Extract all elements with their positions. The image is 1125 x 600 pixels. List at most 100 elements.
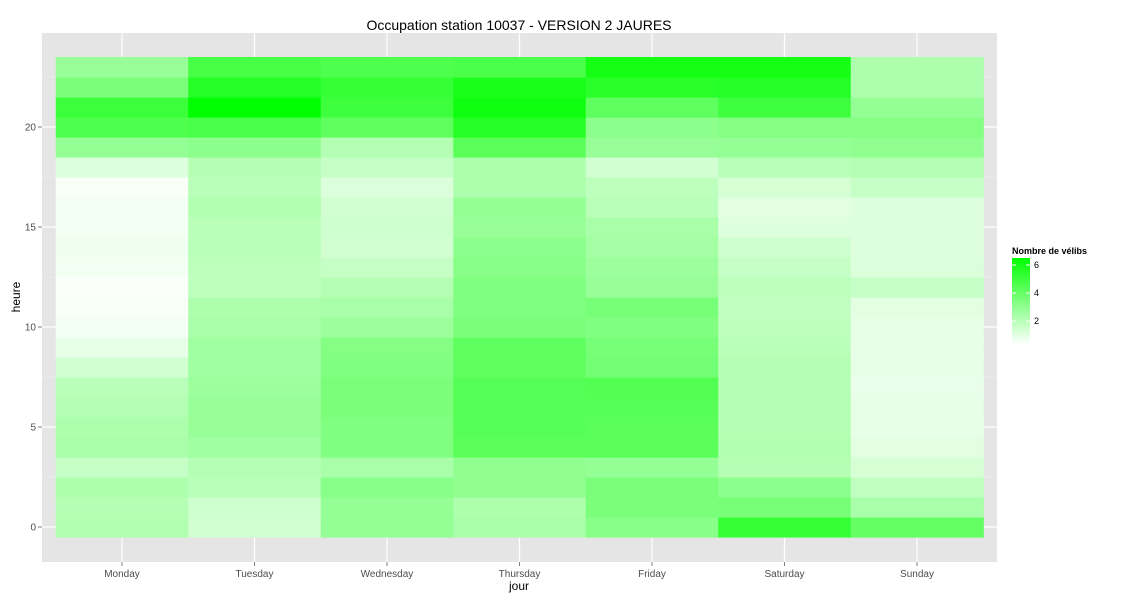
legend-tick-label: 4 <box>1034 288 1039 298</box>
y-axis-ticks: 0 5 10 15 20 <box>25 123 42 534</box>
heatmap-cell <box>850 317 984 338</box>
heatmap-cell <box>850 497 984 518</box>
heatmap-cell <box>55 217 189 238</box>
x-tick-label: Sunday <box>900 569 934 580</box>
x-axis-ticks: Monday Tuesday Wednesday Thursday Friday Satu… <box>104 562 934 580</box>
heatmap-cell <box>585 417 719 438</box>
heatmap-cell <box>188 57 322 78</box>
heatmap-cell <box>320 117 454 138</box>
heatmap-cell <box>55 97 189 118</box>
heatmap-cell <box>718 457 852 478</box>
heatmap-cell <box>188 277 322 298</box>
heatmap-cell <box>718 217 852 238</box>
heatmap-cell <box>55 117 189 138</box>
color-legend: Nombre de vélibs 2 4 6 <box>1012 246 1087 345</box>
heatmap-cell <box>320 97 454 118</box>
heatmap-cell <box>453 177 587 198</box>
heatmap-cell <box>55 157 189 178</box>
heatmap-cell <box>585 457 719 478</box>
heatmap-cell <box>585 277 719 298</box>
y-tick-label: 0 <box>30 523 36 534</box>
heatmap-cell <box>850 77 984 98</box>
heatmap-cell <box>718 297 852 318</box>
heatmap-cell <box>188 137 322 158</box>
heatmap-cell <box>55 457 189 478</box>
heatmap-cell <box>453 237 587 258</box>
heatmap-cell <box>188 157 322 178</box>
heatmap-cell <box>718 77 852 98</box>
heatmap-cell <box>320 277 454 298</box>
heatmap-cell <box>585 57 719 78</box>
heatmap-cell <box>188 477 322 498</box>
heatmap-cell <box>453 77 587 98</box>
heatmap-cell <box>850 517 984 538</box>
chart-title: Occupation station 10037 - VERSION 2 JAU… <box>366 17 671 33</box>
heatmap-cell <box>850 97 984 118</box>
heatmap-cell <box>585 377 719 398</box>
heatmap-cell <box>320 397 454 418</box>
heatmap-cell <box>718 177 852 198</box>
heatmap-cell <box>585 297 719 318</box>
heatmap-cell <box>718 157 852 178</box>
heatmap-cell <box>585 257 719 278</box>
heatmap-cell <box>55 337 189 358</box>
heatmap-cell <box>55 257 189 278</box>
heatmap-cell <box>453 477 587 498</box>
heatmap-cell <box>55 317 189 338</box>
heatmap-cell <box>585 397 719 418</box>
heatmap-cell <box>453 297 587 318</box>
heatmap-cell <box>188 257 322 278</box>
heatmap-cell <box>320 177 454 198</box>
heatmap-cell <box>718 137 852 158</box>
heatmap-cell <box>850 237 984 258</box>
heatmap-cell <box>320 57 454 78</box>
heatmap-cell <box>718 357 852 378</box>
heatmap-cell <box>188 117 322 138</box>
heatmap-cell <box>453 377 587 398</box>
heatmap-cell <box>55 497 189 518</box>
heatmap-cell <box>585 337 719 358</box>
heatmap-cell <box>453 217 587 238</box>
heatmap-cell <box>718 517 852 538</box>
heatmap-cell <box>850 177 984 198</box>
heatmap-cell <box>718 97 852 118</box>
heatmap-cell <box>320 257 454 278</box>
x-tick-label: Wednesday <box>361 569 414 580</box>
heatmap-cell <box>55 517 189 538</box>
heatmap-cell <box>850 297 984 318</box>
heatmap-cell <box>850 137 984 158</box>
heatmap-cell <box>453 337 587 358</box>
heatmap-cell <box>850 377 984 398</box>
heatmap-cell <box>850 197 984 218</box>
heatmap-cell <box>718 197 852 218</box>
heatmap-cell <box>585 357 719 378</box>
heatmap-cell <box>585 437 719 458</box>
heatmap-cell <box>850 397 984 418</box>
heatmap-cell <box>718 417 852 438</box>
heatmap-cell <box>850 117 984 138</box>
heatmap-cell <box>55 377 189 398</box>
heatmap-cell <box>320 217 454 238</box>
heatmap-cell <box>320 337 454 358</box>
heatmap-cell <box>55 137 189 158</box>
heatmap-cell <box>585 237 719 258</box>
heatmap-cell <box>188 437 322 458</box>
heatmap-cell <box>718 57 852 78</box>
heatmap-cell <box>718 317 852 338</box>
heatmap-cell <box>188 517 322 538</box>
x-tick-label: Thursday <box>499 569 541 580</box>
y-tick-label: 10 <box>25 323 37 334</box>
heatmap-cell <box>188 177 322 198</box>
heatmap-cell <box>585 517 719 538</box>
heatmap-cell <box>320 457 454 478</box>
heatmap-cell <box>718 377 852 398</box>
heatmap-cell <box>55 357 189 378</box>
heatmap-cell <box>585 177 719 198</box>
heatmap-cell <box>453 157 587 178</box>
heatmap-cell <box>453 517 587 538</box>
heatmap-cell <box>320 417 454 438</box>
heatmap-cell <box>850 157 984 178</box>
heatmap-cell <box>320 237 454 258</box>
heatmap-cell <box>55 77 189 98</box>
